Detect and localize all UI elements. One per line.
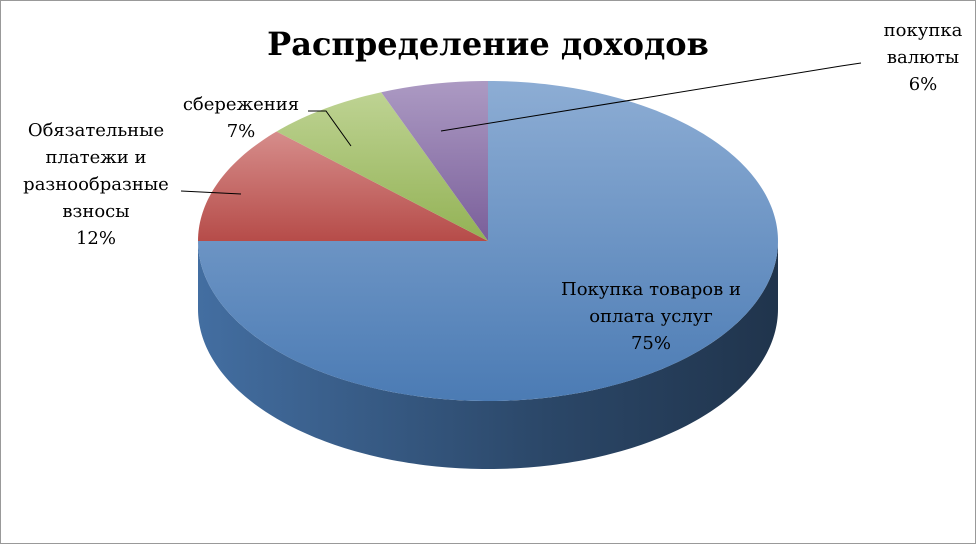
data-label-value: 7% bbox=[226, 121, 256, 142]
leader-line bbox=[308, 110, 352, 147]
leader-line bbox=[180, 190, 242, 195]
data-label: сбережения bbox=[182, 94, 300, 115]
data-label: покупка валюты bbox=[883, 20, 963, 68]
data-label: Покупка товаров и оплата услуг bbox=[561, 279, 741, 327]
slice bbox=[198, 131, 488, 241]
leader-line bbox=[440, 62, 862, 132]
slice bbox=[276, 92, 488, 241]
slice bbox=[198, 81, 778, 401]
data-label-value: 6% bbox=[908, 74, 938, 95]
data-label: Обязательные платежи и разнообразные взн… bbox=[23, 120, 169, 222]
data-label-value: 75% bbox=[630, 333, 671, 354]
slice bbox=[381, 81, 488, 241]
slice-side bbox=[198, 241, 778, 469]
chart-title: Распределение доходов bbox=[267, 25, 709, 63]
data-label-value: 12% bbox=[75, 228, 116, 249]
